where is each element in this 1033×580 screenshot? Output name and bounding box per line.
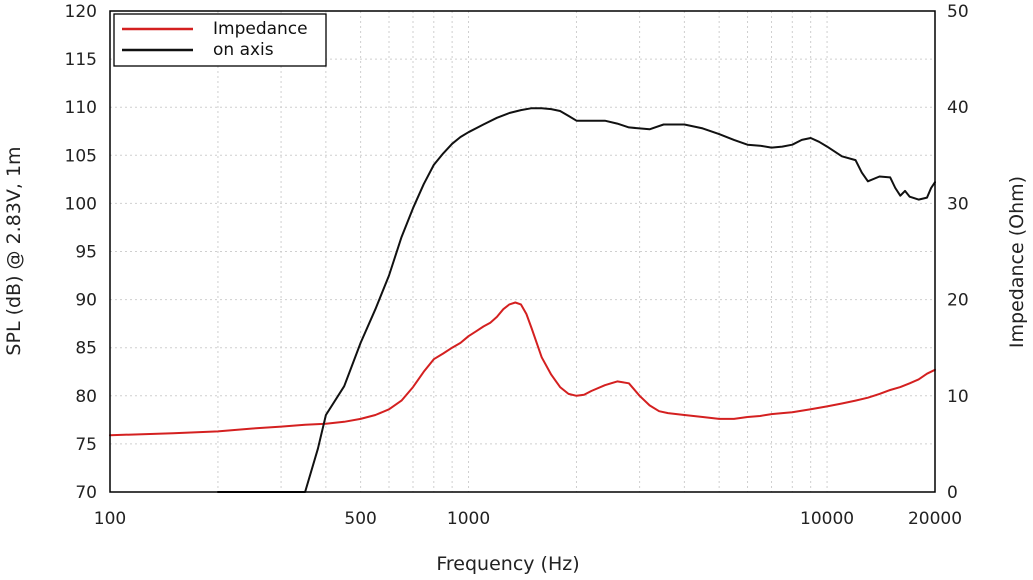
grid-lines (110, 11, 935, 492)
series-line-impedance (109, 301, 936, 437)
y2-tick-label: 0 (947, 483, 958, 503)
y-tick-label: 100 (65, 194, 97, 214)
y-tick-label: 110 (65, 98, 97, 118)
x-tick-label: 20000 (908, 509, 962, 529)
y-tick-label: 115 (65, 50, 97, 70)
legend-label-on-axis: on axis (213, 40, 274, 60)
y-tick-label: 80 (75, 387, 97, 407)
y2-tick-label: 30 (947, 194, 969, 214)
tick-labels: 100 500 1000 10000 2000070758085909510010511… (65, 2, 969, 529)
data-curves (109, 107, 936, 493)
legend-label-impedance: Impedance (213, 19, 308, 39)
plot-frame (109, 10, 936, 493)
x-tick-label: 500 (344, 509, 376, 529)
y-tick-label: 70 (75, 483, 97, 503)
x-axis-title: Frequency (Hz) (436, 553, 579, 575)
y-tick-label: 75 (75, 435, 97, 455)
y-axis-title: SPL (dB) @ 2.83V, 1m (3, 146, 25, 355)
y-tick-label: 95 (75, 243, 97, 263)
legend-box (113, 13, 327, 67)
x-tick-label: 1000 (447, 509, 490, 529)
y2-tick-label: 10 (947, 387, 969, 407)
series-line-on-axis (216, 107, 936, 493)
y2-tick-label: 20 (947, 291, 969, 311)
x-tick-label: 100 (94, 509, 126, 529)
y2-tick-label: 40 (947, 98, 969, 118)
x-tick-label: 10000 (800, 509, 854, 529)
y-tick-label: 120 (65, 2, 97, 22)
y-tick-label: 85 (75, 339, 97, 359)
y-tick-label: 90 (75, 291, 97, 311)
y-tick-label: 105 (65, 146, 97, 166)
legend: Impedance on axis (113, 13, 327, 67)
y2-axis-title: Impedance (Ohm) (1006, 176, 1028, 348)
y2-tick-label: 50 (947, 2, 969, 22)
